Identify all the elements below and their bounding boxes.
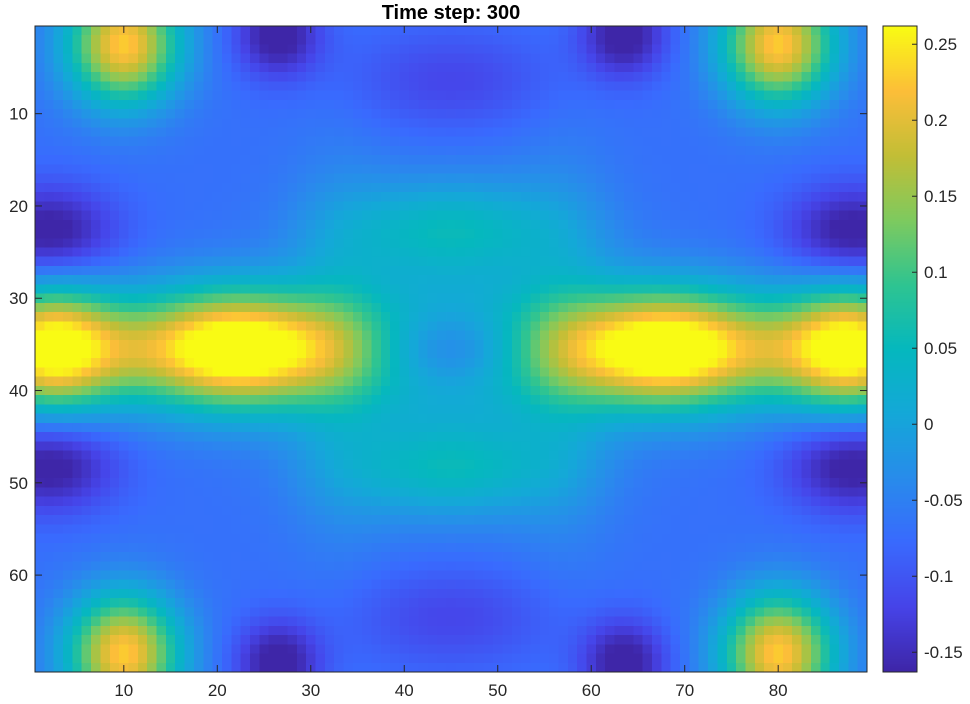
colorbar-tick-label: -0.1 <box>924 567 953 586</box>
colorbar-tick-label: 0.15 <box>924 187 957 206</box>
y-tick-label: 50 <box>9 474 28 493</box>
colorbar-tick-label: 0.2 <box>924 111 948 130</box>
x-tick-label: 30 <box>301 681 320 700</box>
colorbar-tick-label: 0.1 <box>924 263 948 282</box>
y-tick-label: 60 <box>9 566 28 585</box>
colorbar-tick-label: -0.05 <box>924 491 963 510</box>
chart-title: Time step: 300 <box>382 2 521 24</box>
colorbar-tick-label: 0 <box>924 415 933 434</box>
y-tick-label: 40 <box>9 382 28 401</box>
colorbar-axis: -0.15 -0.1 -0.05 0 0.05 0.1 0.15 0.2 0.25 <box>912 35 963 662</box>
x-tick-label: 50 <box>488 681 507 700</box>
x-tick-label: 80 <box>769 681 788 700</box>
colorbar-tick-label: -0.15 <box>924 643 963 662</box>
heatmap-image <box>35 26 867 672</box>
x-tick-label: 40 <box>395 681 414 700</box>
y-tick-label: 20 <box>9 197 28 216</box>
colorbar-tick-label: 0.25 <box>924 35 957 54</box>
y-tick-label: 30 <box>9 289 28 308</box>
heatmap-axes: 10 20 30 40 50 60 70 80 10 20 30 40 50 60 <box>9 25 868 700</box>
colorbar-tick-label: 0.05 <box>924 339 957 358</box>
x-tick-label: 20 <box>208 681 227 700</box>
x-axis: 10 20 30 40 50 60 70 80 <box>114 26 788 700</box>
x-tick-label: 70 <box>675 681 694 700</box>
colorbar-gradient <box>883 26 917 672</box>
plot-frame <box>34 25 868 673</box>
x-tick-label: 60 <box>582 681 601 700</box>
colorbar-frame <box>882 25 918 673</box>
x-tick-label: 10 <box>114 681 133 700</box>
y-tick-label: 10 <box>9 105 28 124</box>
y-axis: 10 20 30 40 50 60 <box>9 105 867 585</box>
colorbar: -0.15 -0.1 -0.05 0 0.05 0.1 0.15 0.2 0.25 <box>882 25 963 673</box>
